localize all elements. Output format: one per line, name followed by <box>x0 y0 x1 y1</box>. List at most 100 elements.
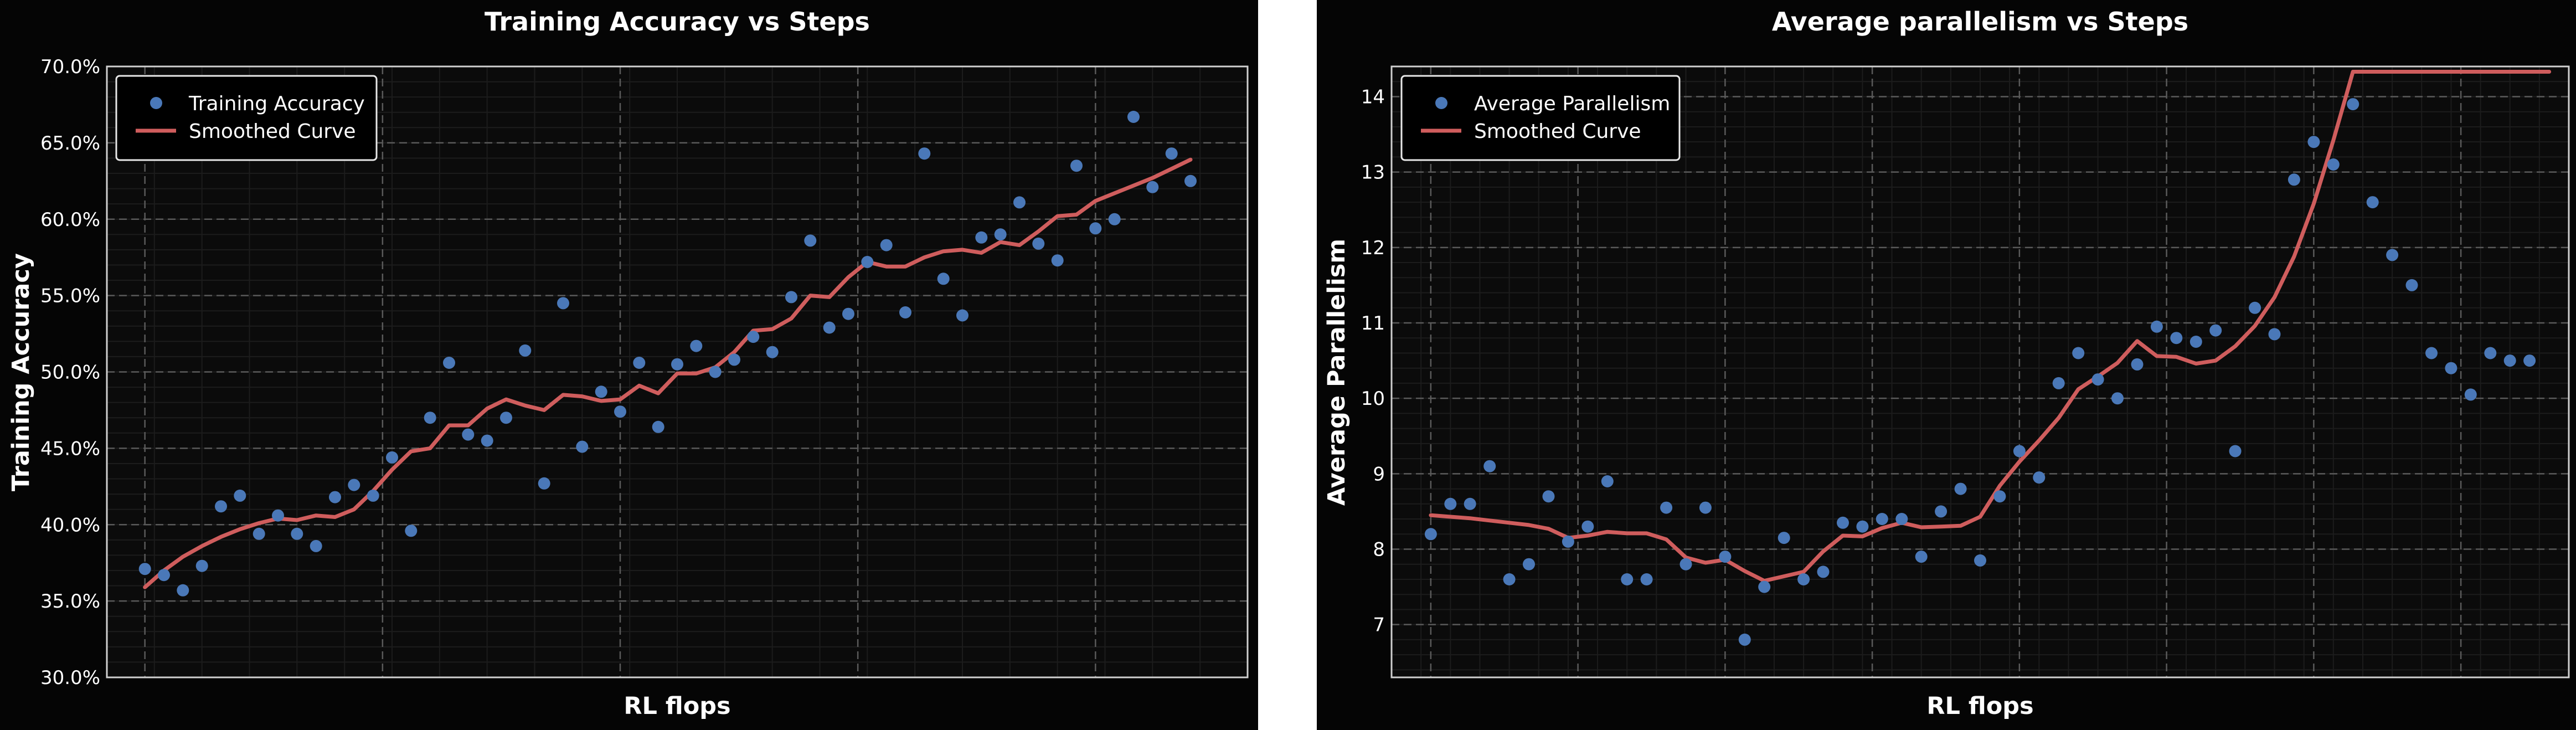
y-tick-label: 65.0% <box>40 132 100 155</box>
scatter-point <box>1778 532 1790 544</box>
scatter-point <box>747 331 760 343</box>
scatter-point <box>2386 249 2399 261</box>
scatter-point <box>253 527 265 540</box>
scatter-point <box>1817 566 1830 578</box>
scatter-point <box>861 256 874 268</box>
scatter-point <box>1954 482 1967 495</box>
scatter-point <box>994 228 1007 241</box>
y-tick-label: 60.0% <box>40 209 100 231</box>
scatter-point <box>2091 373 2104 386</box>
scatter-point <box>519 344 532 357</box>
scatter-point <box>2111 392 2124 405</box>
scatter-point <box>2327 158 2340 171</box>
scatter-point <box>1660 501 1673 514</box>
scatter-point <box>576 440 589 453</box>
scatter-point <box>291 527 303 540</box>
scatter-point <box>633 357 646 369</box>
accuracy-gridlines <box>107 65 1248 678</box>
scatter-point <box>195 559 208 572</box>
scatter-point <box>1146 181 1159 193</box>
scatter-point <box>1165 147 1178 160</box>
scatter-point <box>690 340 703 352</box>
y-tick-label: 14 <box>1361 86 1385 108</box>
parallelism-legend-box <box>1400 75 1681 161</box>
scatter-point <box>1127 111 1140 123</box>
scatter-point <box>386 451 398 464</box>
scatter-point <box>348 479 360 491</box>
scatter-point <box>1503 573 1516 585</box>
scatter-point <box>937 273 950 285</box>
scatter-point <box>595 385 607 398</box>
y-tick-label: 30.0% <box>40 667 100 689</box>
parallelism-legend: Average Parallelism Smoothed Curve <box>1400 75 1681 161</box>
scatter-point <box>2523 354 2536 367</box>
scatter-point <box>899 306 911 318</box>
scatter-point <box>1974 554 1986 567</box>
y-tick-label: 55.0% <box>40 285 100 307</box>
parallelism-chart-title: Average parallelism vs Steps <box>1772 7 2188 37</box>
scatter-point <box>1581 520 1594 533</box>
scatter-point <box>1895 513 1908 525</box>
scatter-point <box>2445 362 2457 374</box>
scatter-point <box>538 477 550 490</box>
scatter-point <box>1679 558 1692 570</box>
scatter-point <box>842 307 854 320</box>
y-tick-label: 50.0% <box>40 362 100 384</box>
scatter-point <box>405 525 418 537</box>
scatter-point <box>1621 573 1634 585</box>
scatter-point <box>215 500 227 513</box>
parallelism-y-axis-label: Average Parallelism <box>1323 239 1351 506</box>
scatter-point <box>1699 501 1712 514</box>
scatter-point <box>2366 196 2379 209</box>
parallelism-legend-scatter-label: Average Parallelism <box>1474 92 1670 115</box>
scatter-point <box>2249 301 2261 314</box>
scatter-point <box>1640 573 1653 585</box>
scatter-point <box>918 147 931 160</box>
scatter-point <box>2229 445 2242 457</box>
scatter-point <box>823 321 836 334</box>
accuracy-x-axis-label: RL flops <box>624 692 730 720</box>
scatter-point <box>1876 513 1888 525</box>
scatter-point <box>1070 160 1083 172</box>
parallelism-legend-scatter-marker <box>1435 97 1447 109</box>
scatter-point <box>1993 490 2006 503</box>
accuracy-legend: Training Accuracy Smoothed Curve <box>115 75 378 161</box>
y-tick-label: 8 <box>1373 539 1385 561</box>
parallelism-gridlines <box>1392 66 2569 677</box>
scatter-point <box>1523 558 1535 570</box>
scatter-point <box>614 405 626 418</box>
scatter-point <box>2072 347 2085 359</box>
scatter-point <box>2131 358 2144 371</box>
scatter-point <box>500 412 512 424</box>
scatter-point <box>557 297 569 310</box>
parallelism-scatter-points <box>1424 98 2536 646</box>
scatter-point <box>1562 535 1574 548</box>
parallelism-chart-panel: 7 8 9 10 11 12 13 14 Average parallelism vs Ste… <box>1317 0 2576 730</box>
scatter-point <box>367 489 379 502</box>
y-tick-label: 35.0% <box>40 590 100 613</box>
scatter-point <box>2307 136 2320 148</box>
scatter-point <box>728 353 740 366</box>
scatter-point <box>2033 471 2046 484</box>
scatter-point <box>2268 328 2281 341</box>
scatter-point <box>177 584 189 597</box>
scatter-point <box>785 291 797 304</box>
y-tick-label: 13 <box>1361 162 1385 184</box>
accuracy-chart-title: Training Accuracy vs Steps <box>485 7 870 37</box>
scatter-point <box>1758 580 1771 593</box>
scatter-point <box>2425 347 2438 359</box>
scatter-point <box>1483 460 1496 472</box>
y-tick-label: 9 <box>1373 463 1385 485</box>
scatter-point <box>2405 279 2418 291</box>
y-tick-label: 7 <box>1373 614 1385 636</box>
scatter-point <box>1089 222 1102 235</box>
scatter-point <box>1108 213 1121 225</box>
scatter-point <box>1601 475 1614 487</box>
scatter-point <box>1915 551 1928 563</box>
scatter-point <box>1935 505 1948 518</box>
y-tick-label: 12 <box>1361 237 1385 259</box>
scatter-point <box>2189 336 2202 348</box>
smoothed-curve-line <box>143 157 1193 589</box>
scatter-point <box>310 539 322 552</box>
scatter-point <box>329 491 341 503</box>
